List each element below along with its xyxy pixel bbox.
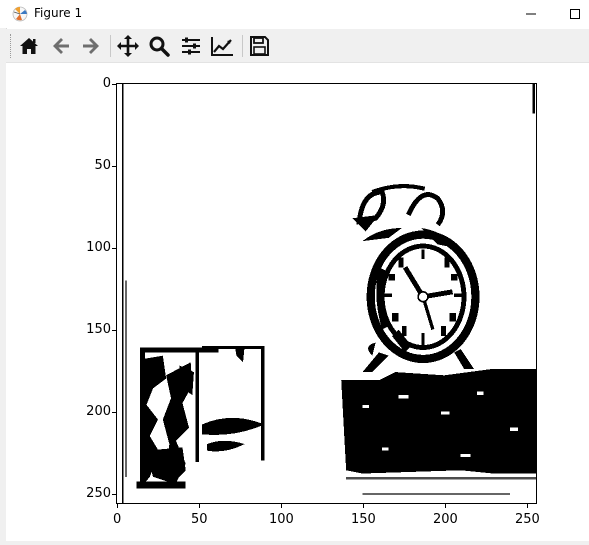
floppy-disk-icon (250, 36, 269, 56)
maximize-icon (570, 9, 580, 19)
edit-axis-button[interactable] (209, 33, 235, 59)
x-tick-mark (281, 504, 282, 508)
x-tick-label: 250 (515, 512, 540, 527)
x-tick-label: 100 (269, 512, 294, 527)
y-tick-mark (112, 412, 116, 413)
y-tick-mark (112, 330, 116, 331)
arrow-right-icon (83, 38, 99, 54)
move-icon (117, 35, 139, 57)
binary-image (117, 84, 536, 503)
y-tick-mark (112, 84, 116, 85)
x-tick-mark (445, 504, 446, 508)
zoom-button[interactable] (146, 33, 172, 59)
x-tick-mark (363, 504, 364, 508)
home-icon (20, 38, 38, 54)
y-tick-mark (112, 248, 116, 249)
x-tick-mark (527, 504, 528, 508)
x-tick-label: 150 (351, 512, 376, 527)
minimize-button[interactable] (508, 0, 554, 28)
forward-button[interactable] (78, 33, 104, 59)
x-tick-label: 0 (113, 512, 122, 527)
pan-button[interactable] (115, 33, 141, 59)
x-tick-mark (117, 504, 118, 508)
window-title: Figure 1 (34, 6, 83, 20)
y-tick-label: 50 (94, 158, 111, 173)
y-tick-label: 200 (86, 404, 111, 419)
y-tick-label: 0 (102, 76, 111, 91)
y-tick-mark (112, 166, 116, 167)
navigation-toolbar (6, 29, 589, 63)
sliders-icon (182, 37, 200, 55)
magnifier-icon (149, 36, 170, 57)
arrow-left-icon (53, 38, 69, 54)
minimize-icon (526, 13, 536, 15)
image-axes[interactable] (116, 83, 537, 504)
x-tick-label: 200 (433, 512, 458, 527)
save-button[interactable] (246, 33, 272, 59)
x-tick-mark (199, 504, 200, 508)
y-tick-mark (112, 494, 116, 495)
back-button[interactable] (48, 33, 74, 59)
toolbar-separator (242, 35, 243, 57)
home-button[interactable] (16, 33, 42, 59)
title-bar[interactable]: Figure 1 (0, 0, 589, 28)
y-tick-label: 250 (86, 486, 111, 501)
maximize-button[interactable] (552, 0, 589, 28)
y-tick-label: 150 (86, 322, 111, 337)
x-tick-label: 50 (191, 512, 208, 527)
toolbar-separator (110, 35, 111, 57)
y-tick-label: 100 (86, 240, 111, 255)
toolbar-grip[interactable] (10, 34, 13, 58)
configure-subplots-button[interactable] (178, 33, 204, 59)
window-bottom-edge (0, 541, 589, 545)
line-chart-icon (211, 37, 233, 56)
matplotlib-app-icon (12, 6, 28, 22)
